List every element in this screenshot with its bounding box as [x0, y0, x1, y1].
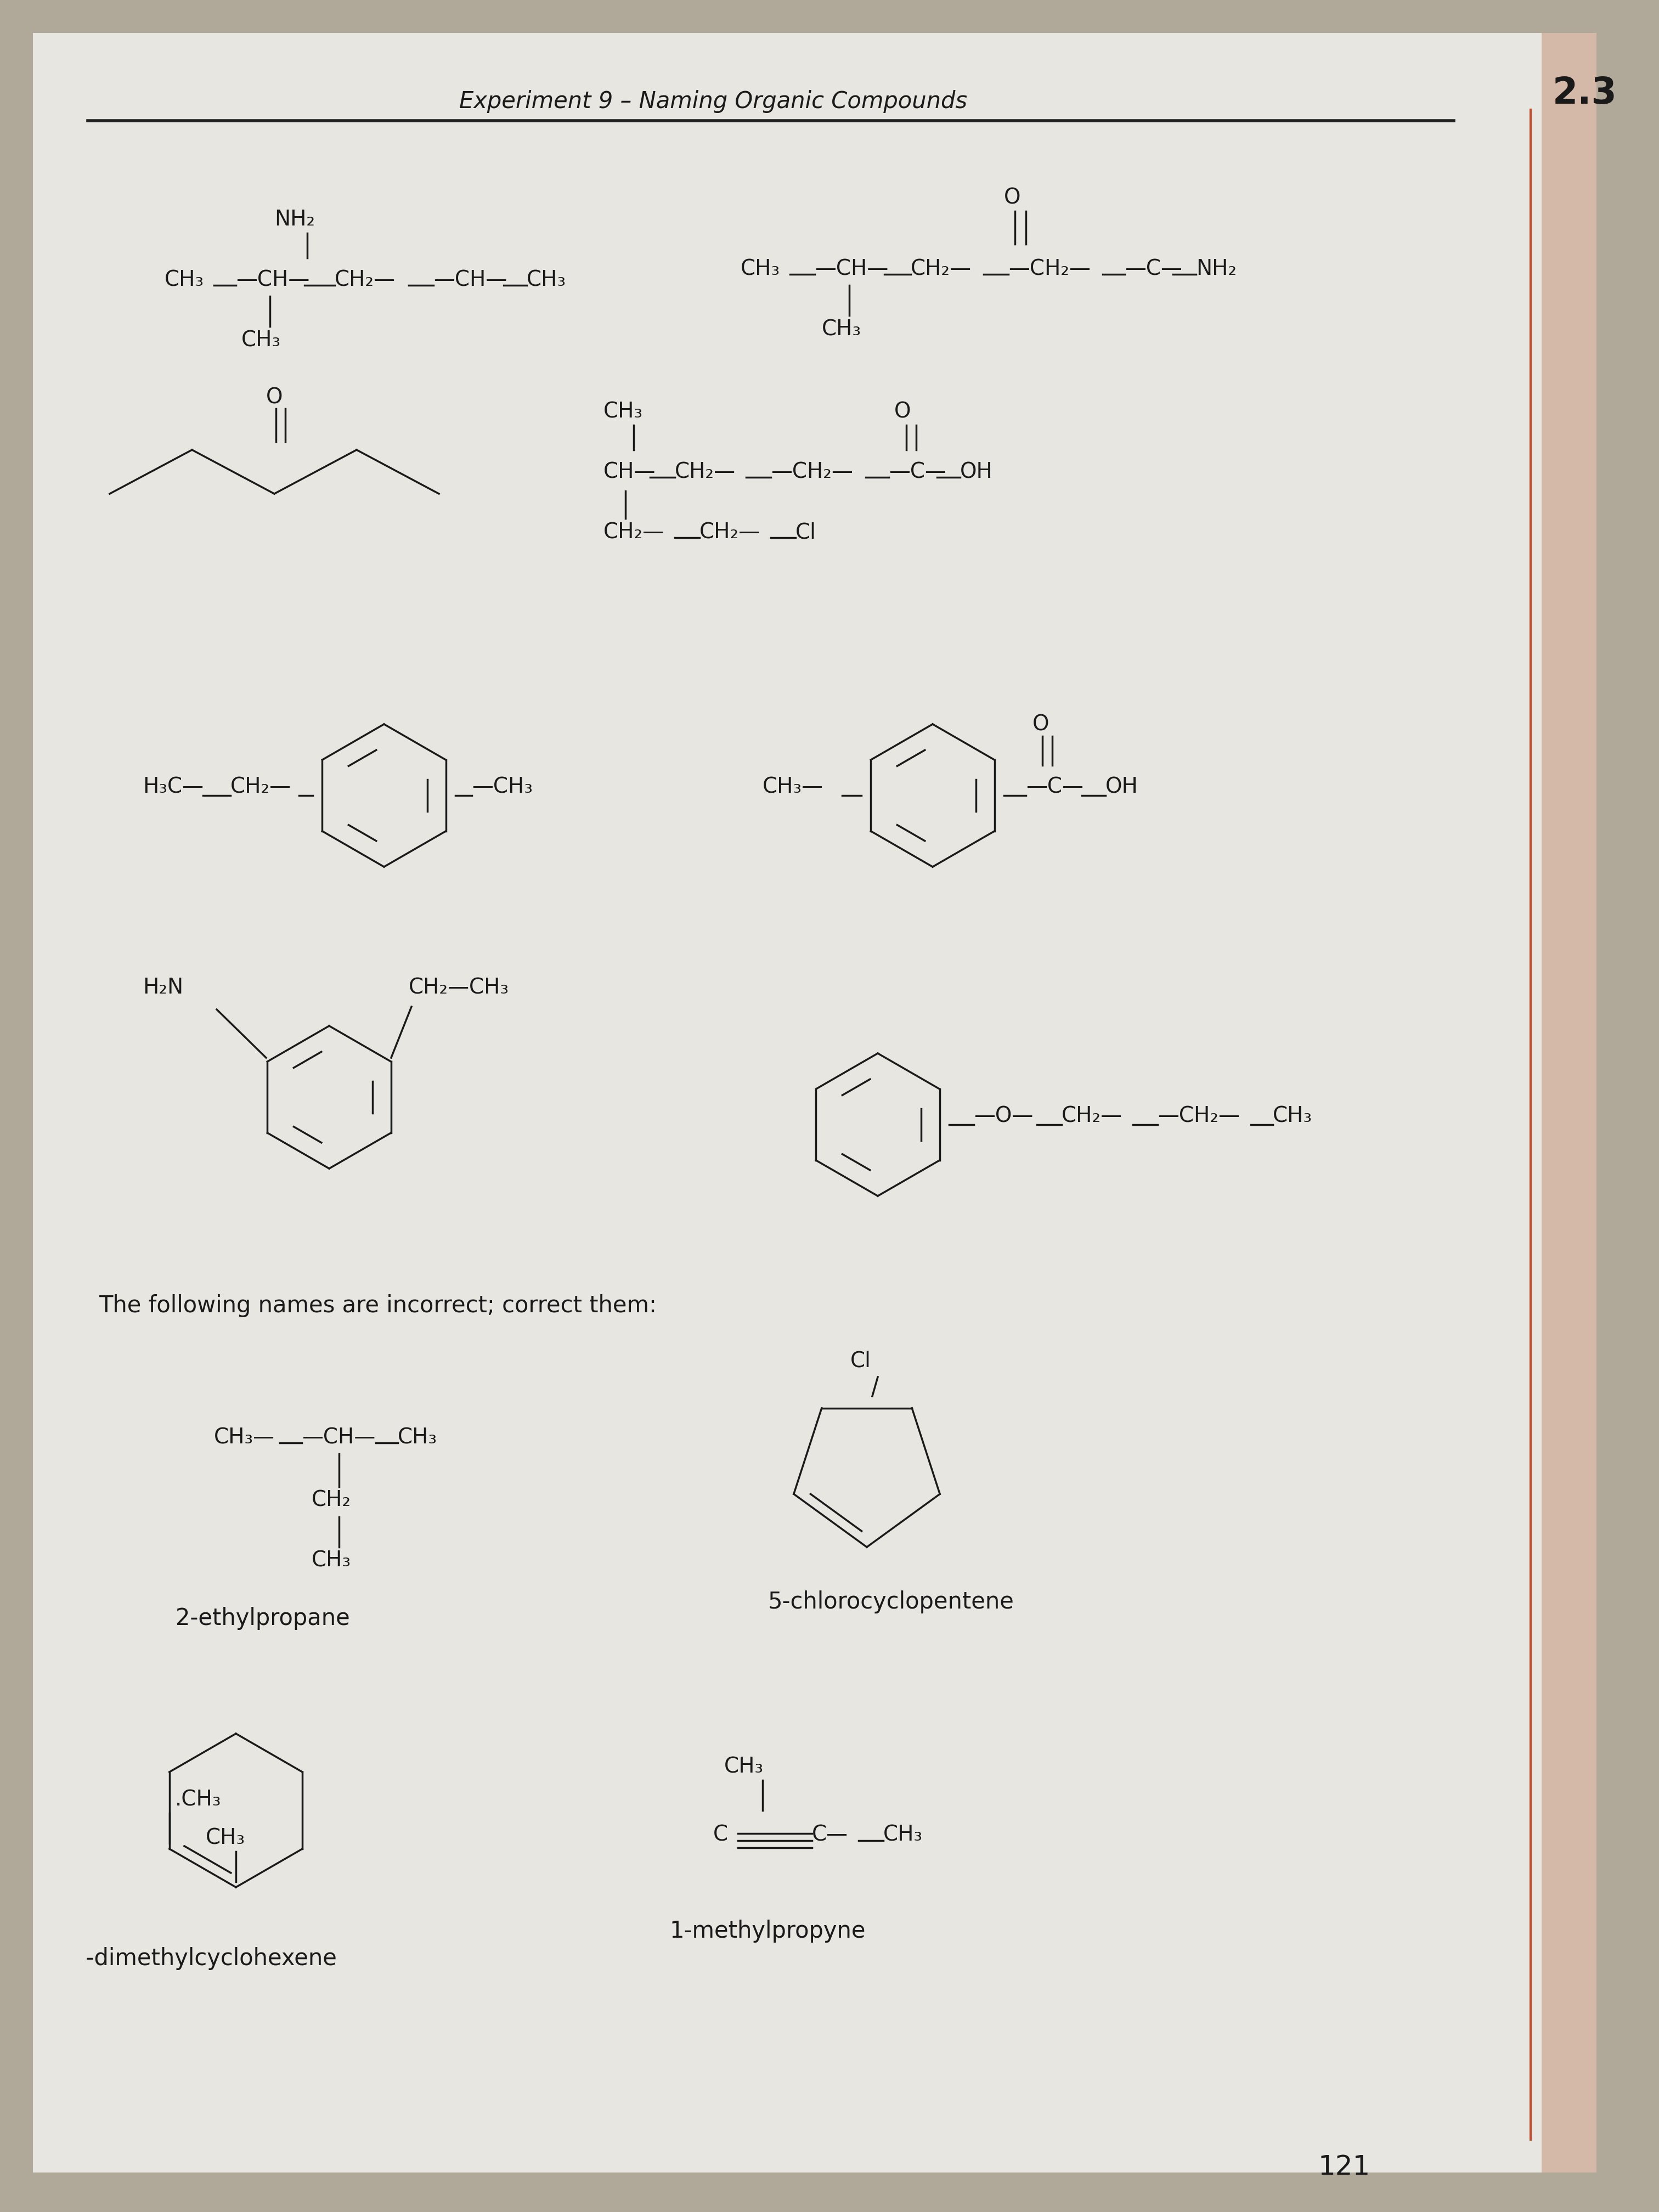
Text: CH₂—: CH₂—	[335, 270, 395, 290]
Text: —C—: —C—	[889, 462, 946, 482]
Text: O: O	[894, 400, 911, 422]
Text: O: O	[1032, 714, 1048, 734]
Text: CH₃: CH₃	[883, 1825, 922, 1845]
Text: The following names are incorrect; correct them:: The following names are incorrect; corre…	[100, 1294, 657, 1316]
Text: CH₃: CH₃	[206, 1827, 246, 1849]
FancyBboxPatch shape	[33, 33, 1541, 2172]
Text: Cl: Cl	[851, 1349, 871, 1371]
Text: 5-chlorocyclopentene: 5-chlorocyclopentene	[768, 1590, 1014, 1613]
Text: NH₂: NH₂	[274, 208, 315, 230]
Text: OH: OH	[961, 462, 994, 482]
Text: CH₂—: CH₂—	[604, 522, 664, 542]
Text: -dimethylcyclohexene: -dimethylcyclohexene	[71, 1947, 337, 1971]
Text: —CH—: —CH—	[236, 270, 310, 290]
Text: 1-methylpropyne: 1-methylpropyne	[669, 1920, 866, 1942]
Text: —C—: —C—	[1025, 776, 1083, 799]
Text: OH: OH	[1105, 776, 1138, 799]
Text: CH₃: CH₃	[725, 1756, 763, 1776]
Text: CH₂—: CH₂—	[911, 259, 972, 279]
Text: CH₂—: CH₂—	[675, 462, 735, 482]
Text: CH₃: CH₃	[398, 1427, 438, 1449]
Text: C: C	[713, 1825, 728, 1845]
Text: CH₂—: CH₂—	[700, 522, 760, 542]
FancyBboxPatch shape	[1541, 33, 1596, 2172]
Text: —CH—: —CH—	[433, 270, 508, 290]
Text: O: O	[1004, 188, 1020, 208]
Text: CH₃: CH₃	[604, 400, 644, 422]
Text: CH—: CH—	[604, 462, 655, 482]
Text: NH₂: NH₂	[1196, 259, 1236, 279]
Text: CH₂—: CH₂—	[1062, 1106, 1123, 1126]
Text: —CH—: —CH—	[302, 1427, 375, 1449]
Text: C—: C—	[811, 1825, 848, 1845]
Text: CH₃: CH₃	[526, 270, 566, 290]
Text: O: O	[265, 387, 282, 409]
Text: CH₃—: CH₃—	[214, 1427, 275, 1449]
Text: Cl: Cl	[795, 522, 816, 542]
Text: CH₃: CH₃	[740, 259, 780, 279]
Text: H₂N: H₂N	[143, 978, 182, 998]
Text: —C—: —C—	[1125, 259, 1183, 279]
Text: —CH₂—: —CH₂—	[1009, 259, 1090, 279]
Text: CH₂—CH₃: CH₂—CH₃	[408, 978, 509, 998]
Text: CH₃: CH₃	[164, 270, 204, 290]
Text: CH₂: CH₂	[312, 1491, 352, 1511]
Text: 121: 121	[1317, 2154, 1370, 2181]
Text: CH₂—: CH₂—	[231, 776, 292, 799]
Text: H₃C—: H₃C—	[143, 776, 204, 799]
Text: —CH₂—: —CH₂—	[1158, 1106, 1239, 1126]
Text: CH₃: CH₃	[1272, 1106, 1312, 1126]
Text: .CH₃: .CH₃	[174, 1790, 221, 1809]
Text: CH₃: CH₃	[821, 319, 861, 341]
Text: CH₃—: CH₃—	[763, 776, 823, 799]
Text: 2.3: 2.3	[1553, 75, 1618, 111]
Text: Experiment 9 – Naming Organic Compounds: Experiment 9 – Naming Organic Compounds	[460, 91, 967, 113]
Text: 2-ethylpropane: 2-ethylpropane	[176, 1606, 350, 1630]
Text: —O—: —O—	[974, 1106, 1034, 1126]
Text: CH₃: CH₃	[312, 1551, 352, 1571]
Text: —CH₂—: —CH₂—	[771, 462, 853, 482]
Text: CH₃: CH₃	[242, 330, 280, 349]
Text: —CH₃: —CH₃	[471, 776, 533, 799]
Text: —CH—: —CH—	[815, 259, 888, 279]
